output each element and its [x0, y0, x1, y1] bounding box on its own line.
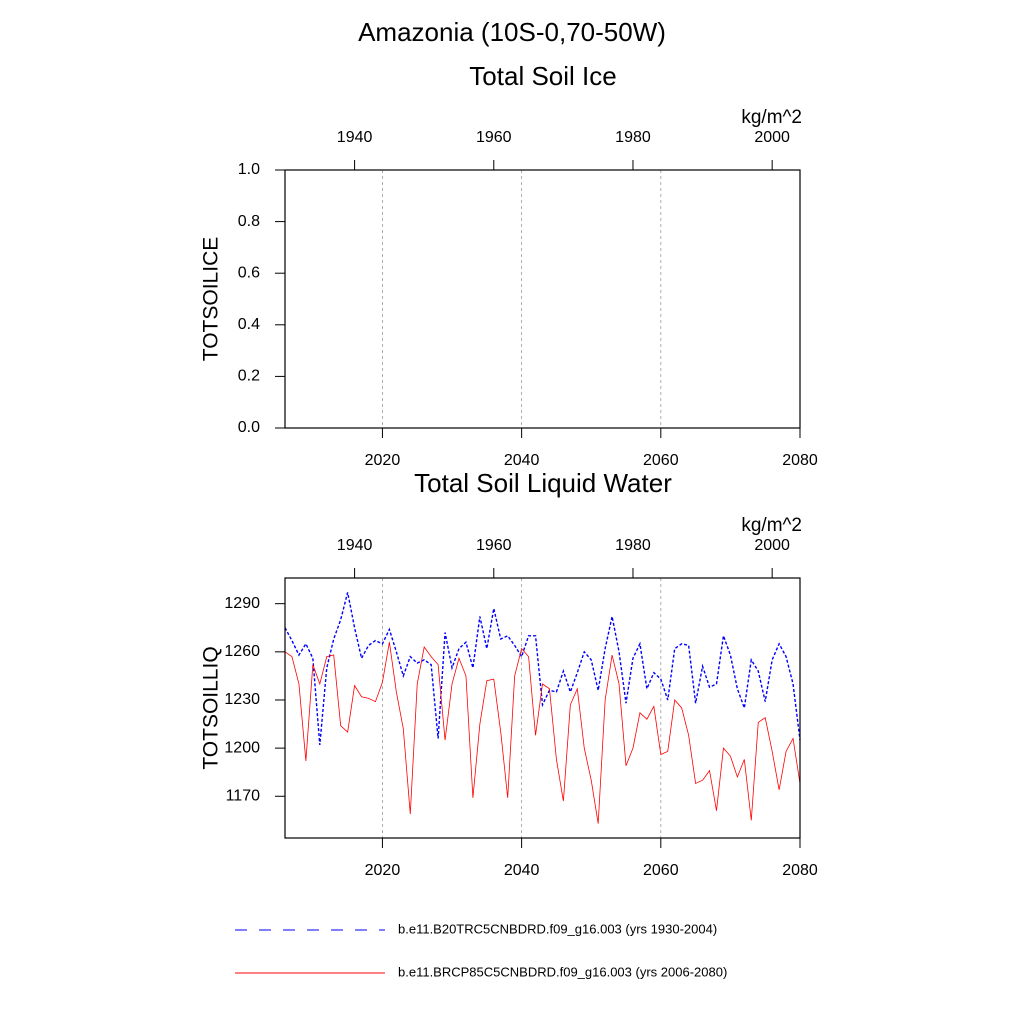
y-tick-label: 0.8 [238, 213, 260, 230]
legend-label: b.e11.B20TRC5CNBDRD.f09_g16.003 (yrs 193… [398, 921, 717, 936]
x-tick-label: 2080 [782, 862, 818, 879]
x-tick-label: 2080 [782, 452, 818, 469]
plot-frame [284, 577, 801, 839]
units-label: kg/m^2 [741, 515, 802, 536]
y-tick-label: 0.4 [238, 316, 260, 333]
y-tick-label: 0.2 [238, 368, 260, 385]
series-line [284, 592, 801, 745]
y-tick-label: 1170 [226, 787, 261, 804]
x2-tick-label: 1980 [615, 129, 651, 146]
y-axis-label: TOTSOILLIQ [200, 646, 223, 769]
plot-frame [284, 169, 801, 429]
legend-label: b.e11.BRCP85C5CNBDRD.f09_g16.003 (yrs 20… [398, 964, 727, 979]
panel-title: Total Soil Liquid Water [414, 468, 672, 498]
x2-tick-label: 2000 [754, 537, 790, 554]
x-tick-label: 2060 [643, 862, 679, 879]
x-tick-label: 2040 [504, 452, 540, 469]
x-tick-label: 2040 [504, 862, 540, 879]
x2-tick-label: 2000 [754, 129, 790, 146]
x2-tick-label: 1980 [615, 537, 651, 554]
panel-title: Total Soil Ice [469, 61, 616, 91]
series-line [284, 642, 801, 824]
x2-tick-label: 1960 [476, 537, 512, 554]
y-tick-label: 0.0 [238, 419, 260, 436]
x2-tick-label: 1960 [476, 129, 512, 146]
y-tick-label: 1260 [224, 643, 260, 660]
x2-tick-label: 1940 [337, 129, 373, 146]
y-tick-label: 1200 [224, 739, 260, 756]
x2-tick-label: 1940 [337, 537, 373, 554]
y-axis-label: TOTSOILICE [200, 237, 223, 361]
y-tick-label: 1290 [224, 595, 260, 612]
x-tick-label: 2060 [643, 452, 679, 469]
y-tick-label: 1.0 [238, 161, 260, 178]
units-label: kg/m^2 [741, 107, 802, 128]
x-tick-label: 2020 [365, 452, 401, 469]
y-tick-label: 0.6 [238, 264, 260, 281]
page-title: Amazonia (10S-0,70-50W) [358, 17, 666, 47]
y-tick-label: 1230 [224, 691, 260, 708]
x-tick-label: 2020 [365, 862, 401, 879]
